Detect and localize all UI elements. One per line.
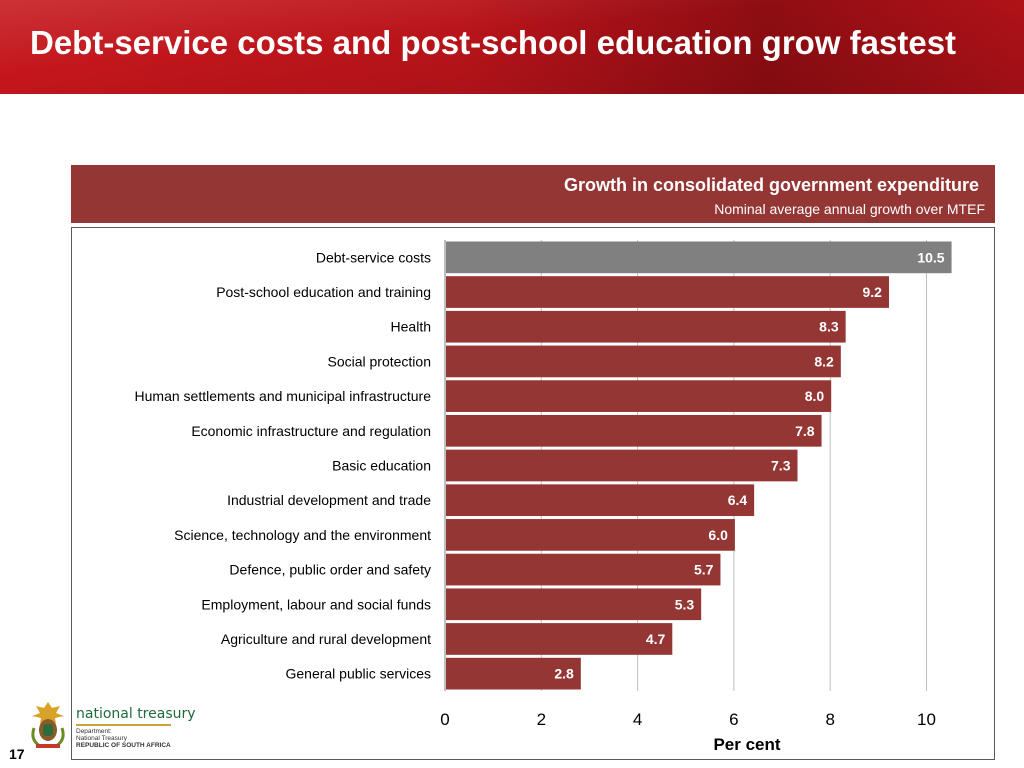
- category-label: Health: [391, 319, 431, 335]
- bar: [446, 588, 702, 621]
- chart-subtitle: Nominal average annual growth over MTEF: [714, 201, 985, 217]
- chart-header: Growth in consolidated government expend…: [71, 165, 995, 223]
- x-tick-label: 2: [537, 710, 546, 729]
- category-label: Defence, public order and safety: [229, 562, 431, 578]
- value-label: 8.2: [814, 353, 834, 369]
- value-label: 7.8: [795, 423, 815, 439]
- x-tick-label: 0: [440, 710, 449, 729]
- logo-line-1: Department:: [76, 728, 112, 735]
- bar: [446, 310, 846, 343]
- logo-name: national treasury: [76, 706, 196, 722]
- value-label: 8.3: [819, 319, 839, 335]
- value-label: 4.7: [646, 631, 666, 647]
- category-label: Debt-service costs: [316, 249, 431, 265]
- x-axis-title: Per cent: [713, 735, 780, 754]
- slide-title: Debt-service costs and post-school educa…: [30, 24, 957, 61]
- chart-frame: 0 2 4 6 8 10 Debt-service costs 10.5 Post-school…: [71, 227, 995, 760]
- category-label: Economic infrastructure and regulation: [191, 423, 431, 439]
- value-label: 6.4: [728, 492, 748, 508]
- value-label: 2.8: [554, 666, 574, 682]
- national-treasury-logo: national treasury Department: National T…: [28, 700, 196, 752]
- x-tick-label: 4: [633, 710, 642, 729]
- x-tick-label: 6: [729, 710, 738, 729]
- bar: [446, 553, 721, 586]
- category-label: Employment, labour and social funds: [201, 596, 431, 612]
- category-label: Science, technology and the environment: [174, 527, 431, 543]
- logo-line-3: REPUBLIC OF SOUTH AFRICA: [76, 742, 171, 749]
- value-label: 10.5: [917, 249, 944, 265]
- logo-line-2: National Treasury: [76, 735, 127, 742]
- value-label: 5.7: [694, 562, 714, 578]
- value-label: 7.3: [771, 458, 791, 474]
- bar: [446, 484, 755, 517]
- value-label: 6.0: [708, 527, 728, 543]
- bar: [446, 449, 798, 482]
- category-label: Basic education: [332, 458, 431, 474]
- category-label: Agriculture and rural development: [221, 631, 431, 647]
- category-label: General public services: [285, 666, 431, 682]
- logo-divider: [76, 724, 171, 726]
- value-label: 8.0: [805, 388, 825, 404]
- bar: [446, 276, 889, 308]
- title-bar: Debt-service costs and post-school educa…: [0, 0, 1024, 94]
- chart-title: Growth in consolidated government expend…: [563, 175, 979, 195]
- bar: [446, 345, 841, 378]
- bar: [446, 519, 735, 551]
- bar: [446, 657, 581, 690]
- bar: [446, 241, 952, 274]
- coat-of-arms-icon: [31, 702, 65, 748]
- bar: [446, 414, 822, 447]
- value-label: 5.3: [675, 596, 695, 612]
- bar: [446, 623, 673, 655]
- x-tick-label: 10: [917, 710, 936, 729]
- value-label: 9.2: [863, 284, 883, 300]
- category-label: Post-school education and training: [216, 284, 431, 300]
- x-tick-label: 8: [825, 710, 834, 729]
- category-label: Industrial development and trade: [227, 492, 431, 508]
- bar: [446, 380, 832, 412]
- category-label: Human settlements and municipal infrastr…: [135, 388, 432, 404]
- category-label: Social protection: [327, 353, 431, 369]
- page-number: 17: [9, 746, 25, 762]
- bar-chart: 0 2 4 6 8 10 Debt-service costs 10.5 Post-school…: [135, 240, 952, 754]
